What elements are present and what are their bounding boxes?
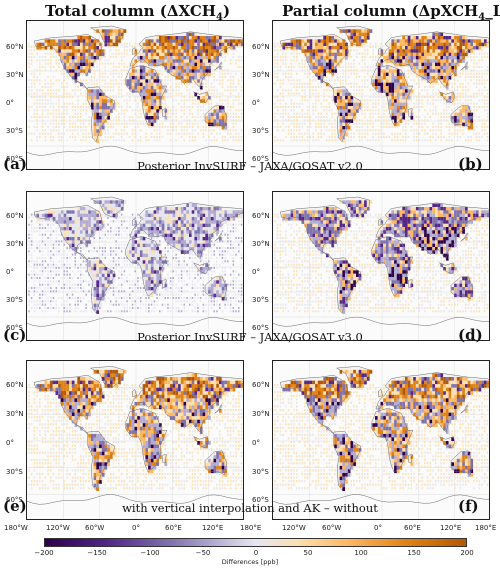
panel-letter-a: (a) — [3, 155, 27, 173]
lon-label: 60°E — [404, 524, 421, 532]
left-column-title: Total column (ΔXCH4) — [45, 2, 230, 23]
colorbar-tick: −150 — [87, 549, 107, 557]
lat-label: 0° — [252, 99, 260, 107]
lon-label: 120°E — [440, 524, 462, 532]
lon-label: 120°W — [46, 524, 70, 532]
panel-letter-d: (d) — [458, 326, 483, 344]
lat-label: 0° — [6, 268, 14, 276]
lon-label: 120°E — [202, 524, 224, 532]
lat-label: 30°S — [252, 296, 269, 304]
lon-label: 180°E — [240, 524, 262, 532]
lon-label: 0° — [132, 524, 140, 532]
lat-label: 30°S — [6, 127, 23, 135]
left-title-sub: 4 — [215, 12, 223, 23]
map-svg-c — [27, 192, 243, 340]
map-panel-f — [272, 360, 490, 520]
lat-label: 30°S — [6, 296, 23, 304]
lat-label: 30°N — [252, 410, 270, 418]
lat-label: 30°S — [6, 468, 23, 476]
lon-label: 0° — [374, 524, 382, 532]
lat-label: 60°N — [252, 43, 270, 51]
right-title-main: Partial column (ΔpXCH — [282, 2, 479, 20]
lat-label: 60°S — [6, 496, 23, 504]
lat-label: 0° — [252, 268, 260, 276]
lat-label: 0° — [252, 439, 260, 447]
right-column-title: Partial column (ΔpXCH4_LT) — [282, 2, 500, 23]
lat-label: 30°S — [252, 127, 269, 135]
colorbar-tick: −200 — [34, 549, 54, 557]
lat-label: 0° — [6, 99, 14, 107]
map-svg-b — [273, 21, 489, 169]
lon-label: 60°W — [322, 524, 342, 532]
map-svg-a — [27, 21, 243, 169]
left-title-tail: ) — [222, 2, 231, 20]
lat-label: 30°S — [252, 468, 269, 476]
lon-label: 180°W — [4, 524, 28, 532]
colorbar-tick: −50 — [195, 549, 211, 557]
colorbar — [44, 538, 467, 547]
panel-letter-c: (c) — [3, 326, 27, 344]
panel-letter-f: (f) — [458, 497, 479, 515]
map-panel-c — [26, 191, 244, 341]
lon-label: 120°W — [282, 524, 306, 532]
lat-label: 60°N — [252, 381, 270, 389]
colorbar-tick: 100 — [354, 549, 368, 557]
map-panel-a — [26, 20, 244, 170]
lat-label: 60°N — [252, 212, 270, 220]
lat-label: 30°N — [252, 240, 270, 248]
lat-label: 30°N — [6, 410, 24, 418]
row-caption-1: Posterior InvSURF – JAXA/GOSAT v2.0 — [137, 159, 363, 173]
right-title-tail: _LT) — [485, 2, 500, 20]
row-caption-2: Posterior InvSURF – JAXA/GOSAT v3.0 — [137, 330, 363, 344]
map-svg-e — [27, 361, 243, 519]
lat-label: 30°N — [252, 71, 270, 79]
map-svg-f — [273, 361, 489, 519]
lat-label: 30°N — [6, 240, 24, 248]
lon-label: 180°E — [475, 524, 497, 532]
lon-label: 60°W — [85, 524, 105, 532]
lat-label: 60°S — [252, 496, 269, 504]
lat-label: 0° — [6, 439, 14, 447]
map-svg-d — [273, 192, 489, 340]
colorbar-tick: 50 — [303, 549, 313, 557]
panel-letter-b: (b) — [458, 155, 483, 173]
lat-label: 60°N — [6, 381, 24, 389]
lat-label: 60°N — [6, 43, 24, 51]
right-title-sub: 4 — [478, 12, 486, 23]
lat-label: 60°S — [252, 155, 269, 163]
colorbar-tick: 0 — [253, 549, 259, 557]
row-caption-3: with vertical interpolation and AK – wit… — [122, 501, 378, 515]
colorbar-tick: 200 — [460, 549, 474, 557]
lon-label: 60°E — [165, 524, 182, 532]
map-panel-d — [272, 191, 490, 341]
panel-letter-e: (e) — [3, 497, 27, 515]
left-title-main: Total column (ΔXCH — [45, 2, 216, 20]
colorbar-label: Differences [ppb] — [221, 558, 279, 566]
lat-label: 60°N — [6, 212, 24, 220]
map-panel-b — [272, 20, 490, 170]
colorbar-tick: −100 — [140, 549, 160, 557]
colorbar-tick: 150 — [407, 549, 421, 557]
lat-label: 60°S — [6, 324, 23, 332]
lat-label: 30°N — [6, 71, 24, 79]
lat-label: 60°S — [6, 155, 23, 163]
lat-label: 60°S — [252, 324, 269, 332]
map-panel-e — [26, 360, 244, 520]
